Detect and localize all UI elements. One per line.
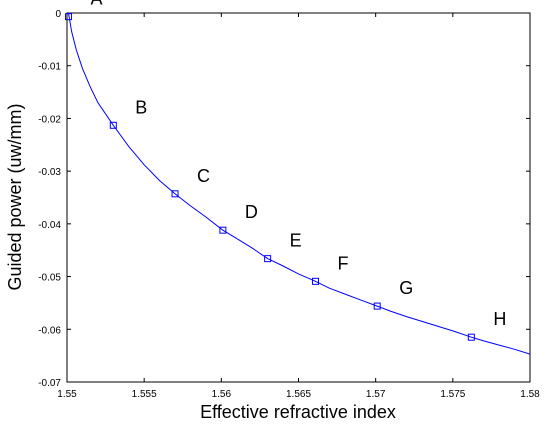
x-tick-label: 1.55 [57,389,77,400]
data-point-marker [311,277,319,285]
x-tick-label: 1.58 [520,389,540,400]
data-point-label: G [399,278,413,298]
data-point-marker [467,333,475,341]
data-point-marker [373,302,381,310]
y-tick-label: 0 [55,9,61,20]
point-markers [65,13,475,341]
x-tick-label: 1.555 [132,389,157,400]
x-axis-ticks: 1.55 1.555 1.56 1.565 1.57 1.575 1.58 [57,13,540,400]
data-point-marker [65,13,73,21]
data-point-marker [219,226,227,234]
y-tick-label: -0.03 [38,167,61,178]
y-tick-label: -0.02 [38,114,61,125]
data-point-label: A [91,0,103,9]
y-tick-label: -0.05 [38,273,61,284]
series-line [68,12,531,355]
data-point-marker [109,121,117,129]
data-point-label: B [135,97,147,117]
data-point-label: D [245,202,258,222]
data-point-label: H [493,309,506,329]
x-tick-label: 1.565 [286,389,311,400]
x-tick-label: 1.56 [212,389,232,400]
y-axis-ticks: 0 -0.01 -0.02 -0.03 -0.04 -0.05 -0.06 -0.07 [38,9,530,389]
y-axis-title: Guided power (uw/mm) [5,103,25,290]
data-point-label: C [197,166,210,186]
data-point-label: E [290,231,302,251]
y-tick-label: -0.07 [38,378,61,389]
plot-frame [66,12,531,383]
y-tick-label: -0.06 [38,325,61,336]
y-tick-label: -0.04 [38,220,61,231]
x-axis-title: Effective refractive index [200,402,396,422]
y-tick-label: -0.01 [38,62,61,73]
data-point-marker [264,255,272,263]
data-point-marker [171,190,179,198]
x-tick-label: 1.57 [366,389,386,400]
point-labels: A B C D E F G H [91,0,507,329]
data-point-label: F [337,253,348,273]
x-tick-label: 1.575 [440,389,465,400]
